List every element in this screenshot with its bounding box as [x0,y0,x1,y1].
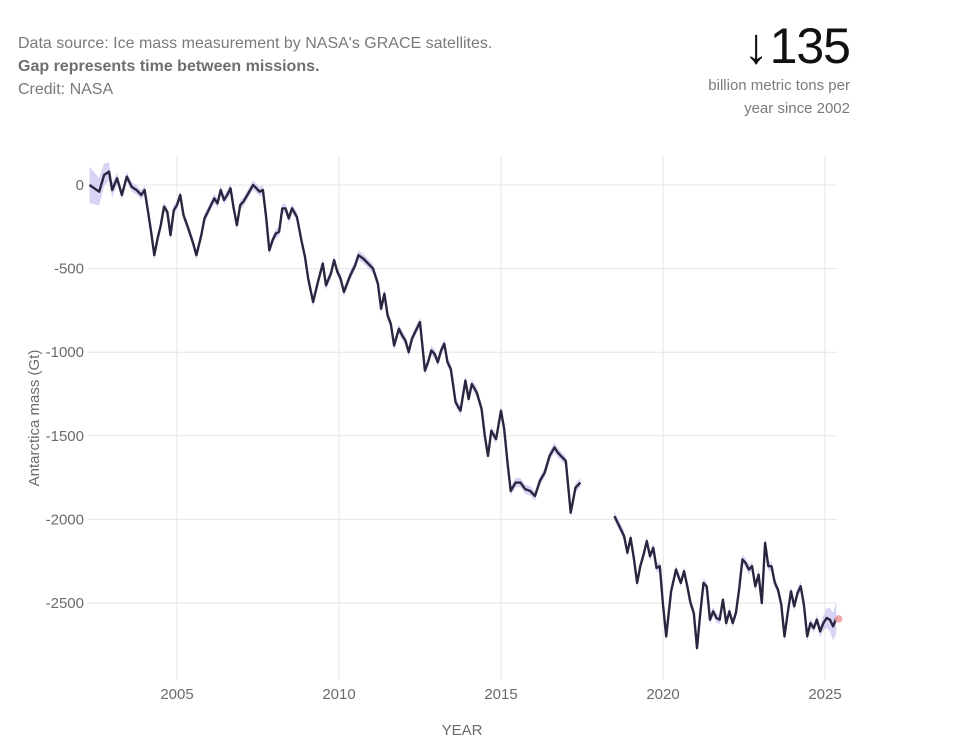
data-lines [88,170,838,650]
gap-note: Gap represents time between missions. [18,58,320,75]
stat-number: 135 [769,18,851,74]
y-axis-ticks: 0 -500 -1000 -1500 -2000 -2500 [46,177,84,612]
y-tick-label: -1000 [46,344,84,361]
y-axis-title: Antarctica mass (Gt) [26,350,43,487]
x-tick-label: 2025 [808,686,841,703]
x-tick-label: 2020 [646,686,679,703]
y-tick-label: -2500 [46,595,84,612]
stat-value-row: ↓135 [708,18,851,74]
mass-series-line [88,170,582,514]
data-source-text: Data source: Ice mass measurement by NAS… [18,35,493,52]
data-source-note: Data source: Ice mass measurement by NAS… [18,32,498,101]
credit-text: Credit: NASA [18,81,114,98]
x-tick-label: 2005 [160,686,193,703]
x-tick-label: 2010 [322,686,355,703]
mass-series-line [613,515,838,650]
x-tick-label: 2015 [484,686,517,703]
down-arrow-icon: ↓ [743,18,769,74]
y-tick-label: -1500 [46,428,84,445]
y-tick-label: 0 [76,177,84,194]
latest-point-marker [834,615,843,623]
gridlines [88,155,837,680]
uncertainty-band [614,511,837,653]
latest-point-layer [834,615,843,623]
stat-caption-line-2: year since 2002 [744,100,850,117]
y-tick-label: -2000 [46,511,84,528]
x-axis-title: YEAR [442,722,483,739]
stat-caption-line-1: billion metric tons per [708,77,850,94]
x-axis-ticks: 2005 2010 2015 2020 2025 [160,686,841,703]
headline-stat: ↓135 billion metric tons per year since … [708,18,851,120]
y-tick-label: -500 [54,261,84,278]
